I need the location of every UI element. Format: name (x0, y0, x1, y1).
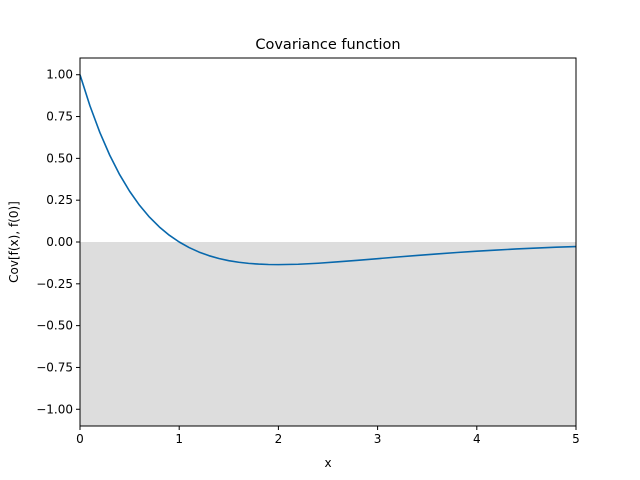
x-tick-label: 5 (572, 432, 580, 446)
y-tick-label: −0.50 (36, 319, 73, 333)
covariance-series-line (79, 74, 577, 266)
y-tick-label: 0.50 (46, 151, 73, 165)
x-tick-label: 4 (473, 432, 481, 446)
y-tick-label: 0.00 (46, 235, 73, 249)
negative-region-shading (80, 242, 576, 426)
x-tick-label: 3 (374, 432, 382, 446)
y-tick-label: 1.00 (46, 68, 73, 82)
y-axis-label: Cov[f(x), f(0)] (7, 201, 21, 283)
x-axis-label: x (324, 456, 331, 470)
y-tick-label: 0.25 (46, 193, 73, 207)
y-tick-label: −0.75 (36, 360, 73, 374)
y-tick-label: 0.75 (46, 110, 73, 124)
x-tick-label: 0 (76, 432, 84, 446)
x-tick-label: 2 (275, 432, 283, 446)
x-tick-label: 1 (175, 432, 183, 446)
y-tick-label: −1.00 (36, 402, 73, 416)
y-tick-label: −0.25 (36, 277, 73, 291)
plot-area: 0 1 2 3 4 5 1.00 0.75 0.50 0.25 0.00 −0.25 −0.50 −0.7… (36, 57, 580, 446)
chart-title: Covariance function (255, 37, 400, 53)
